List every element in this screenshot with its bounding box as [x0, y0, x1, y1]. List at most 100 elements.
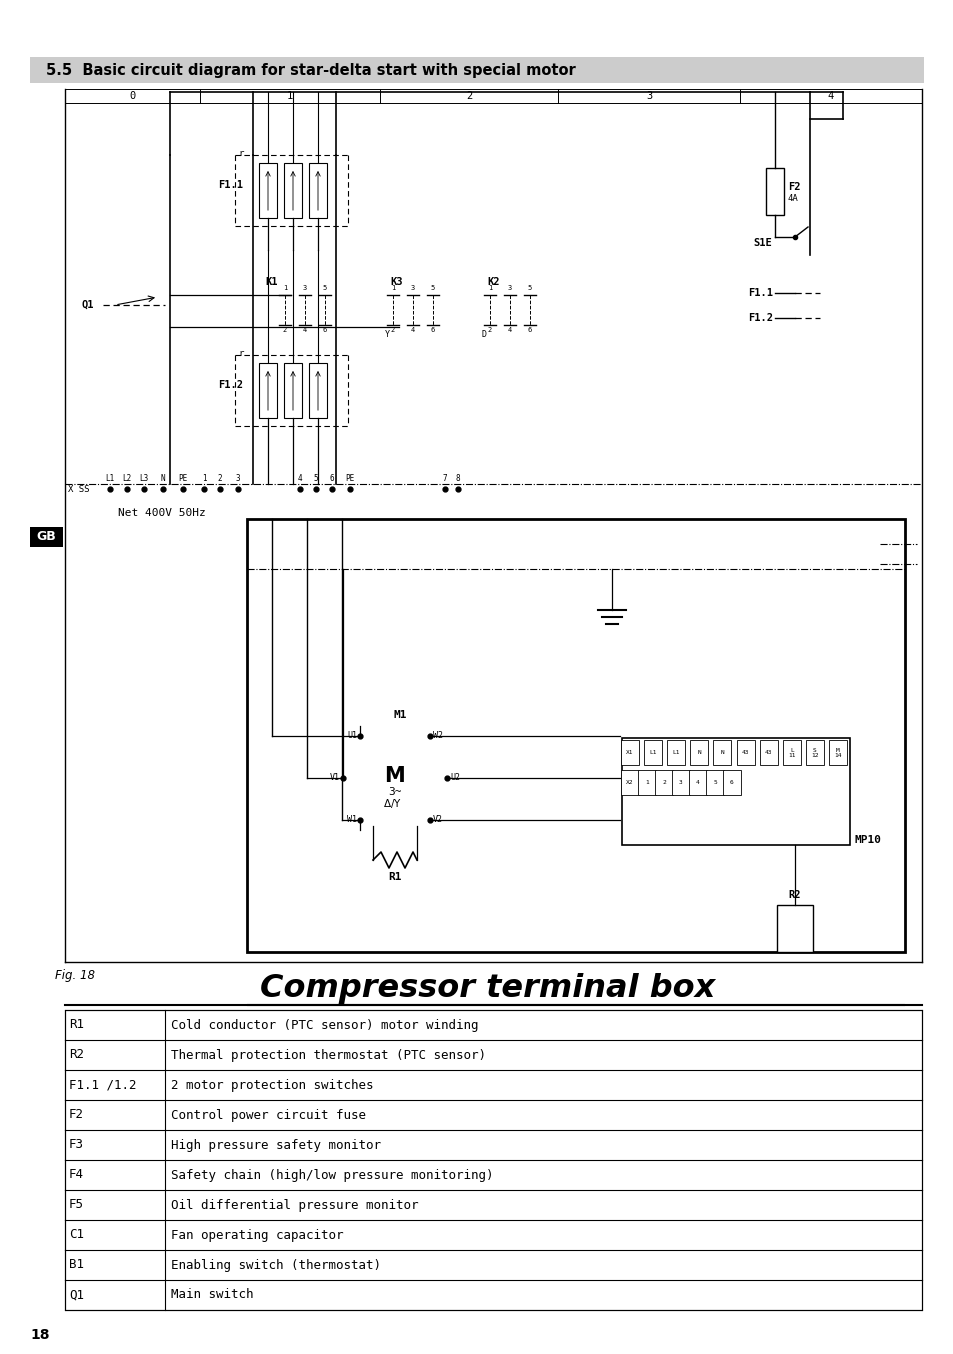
Text: Q1: Q1 [69, 1289, 84, 1301]
Text: Q1: Q1 [82, 301, 94, 310]
Text: 4: 4 [696, 780, 700, 784]
Text: C1: C1 [69, 1228, 84, 1242]
Text: 2: 2 [217, 474, 222, 483]
Text: F1.1 /1.2: F1.1 /1.2 [69, 1079, 136, 1091]
Bar [258, 162, 276, 218]
Text: r: r [237, 348, 243, 357]
Bar [776, 904, 812, 952]
Text: F5: F5 [69, 1198, 84, 1212]
Text: 18: 18 [30, 1328, 50, 1342]
Bar [690, 741, 707, 765]
Text: 0: 0 [130, 91, 135, 102]
Text: W1: W1 [347, 815, 356, 825]
Text: 6: 6 [729, 780, 733, 784]
Bar [671, 770, 689, 795]
Text: GB: GB [36, 531, 56, 543]
Text: 43: 43 [764, 750, 772, 756]
Text: F2: F2 [787, 181, 800, 191]
Text: 1: 1 [644, 780, 648, 784]
Text: r: r [237, 149, 243, 157]
Text: 2: 2 [661, 780, 665, 784]
Text: L1: L1 [649, 750, 657, 756]
Text: MP10: MP10 [854, 835, 882, 845]
Bar [30, 527, 63, 547]
Text: Thermal protection thermostat (PTC sensor): Thermal protection thermostat (PTC senso… [171, 1048, 485, 1062]
Text: Y: Y [385, 330, 390, 338]
Text: Compressor terminal box: Compressor terminal box [260, 974, 715, 1005]
Bar [620, 741, 639, 765]
Bar [65, 1010, 921, 1311]
Bar [30, 57, 923, 83]
Text: 1: 1 [283, 284, 287, 291]
Text: W2: W2 [433, 731, 442, 741]
Text: Main switch: Main switch [171, 1289, 253, 1301]
Text: F4: F4 [69, 1169, 84, 1182]
Text: 3: 3 [302, 284, 307, 291]
Text: 1: 1 [487, 284, 492, 291]
Text: 6: 6 [431, 328, 435, 333]
Text: 6: 6 [527, 328, 532, 333]
Text: V2: V2 [433, 815, 442, 825]
Bar [638, 770, 656, 795]
Bar [620, 770, 639, 795]
Text: X SS: X SS [68, 485, 90, 493]
Bar [828, 741, 846, 765]
Text: 2: 2 [283, 328, 287, 333]
Text: 5: 5 [322, 284, 327, 291]
Text: 2: 2 [391, 328, 395, 333]
Text: M: M [384, 766, 405, 787]
Text: L2: L2 [122, 474, 132, 483]
Text: PE: PE [345, 474, 355, 483]
Text: High pressure safety monitor: High pressure safety monitor [171, 1139, 380, 1151]
Bar [258, 363, 276, 418]
Text: S1E: S1E [752, 238, 771, 248]
Text: F3: F3 [69, 1139, 84, 1151]
Bar [736, 741, 754, 765]
Text: 4: 4 [411, 328, 415, 333]
Text: 3: 3 [679, 780, 682, 784]
Text: 4: 4 [507, 328, 512, 333]
Text: 3~: 3~ [388, 787, 401, 798]
Text: 6: 6 [330, 474, 334, 483]
Text: F1.2: F1.2 [218, 380, 243, 390]
Text: 4: 4 [302, 328, 307, 333]
Bar [309, 162, 327, 218]
Bar [722, 770, 740, 795]
Text: L1: L1 [105, 474, 114, 483]
Text: Fan operating capacitor: Fan operating capacitor [171, 1228, 343, 1242]
Text: Enabling switch (thermostat): Enabling switch (thermostat) [171, 1258, 380, 1271]
Text: L3: L3 [139, 474, 149, 483]
Text: N: N [720, 750, 723, 756]
Bar [655, 770, 672, 795]
Text: D: D [481, 330, 486, 338]
Text: Fig. 18: Fig. 18 [55, 968, 95, 982]
Bar [713, 741, 731, 765]
Text: 3: 3 [507, 284, 512, 291]
Text: K1: K1 [265, 278, 277, 287]
Bar [247, 519, 904, 952]
Text: N: N [697, 750, 700, 756]
Text: 1: 1 [391, 284, 395, 291]
Text: X2: X2 [625, 780, 633, 784]
Text: F2: F2 [69, 1109, 84, 1121]
Bar [284, 162, 302, 218]
Text: N: N [160, 474, 165, 483]
Text: K2: K2 [486, 278, 499, 287]
Text: V1: V1 [330, 773, 339, 783]
Bar [688, 770, 706, 795]
Bar [309, 363, 327, 418]
Text: U1: U1 [347, 731, 356, 741]
Text: M1: M1 [393, 709, 406, 720]
Bar [759, 741, 777, 765]
Text: PE: PE [178, 474, 188, 483]
Text: $\Delta$/Y: $\Delta$/Y [382, 798, 401, 811]
Bar [782, 741, 800, 765]
Text: F1.2: F1.2 [747, 313, 772, 324]
Text: Safety chain (high/low pressure monitoring): Safety chain (high/low pressure monitori… [171, 1169, 493, 1182]
Text: 5: 5 [314, 474, 318, 483]
Text: 6: 6 [322, 328, 327, 333]
Text: 4A: 4A [787, 194, 798, 203]
Text: Oil differential pressure monitor: Oil differential pressure monitor [171, 1198, 418, 1212]
Text: U2: U2 [450, 773, 459, 783]
Text: Net 400V 50Hz: Net 400V 50Hz [118, 508, 206, 519]
